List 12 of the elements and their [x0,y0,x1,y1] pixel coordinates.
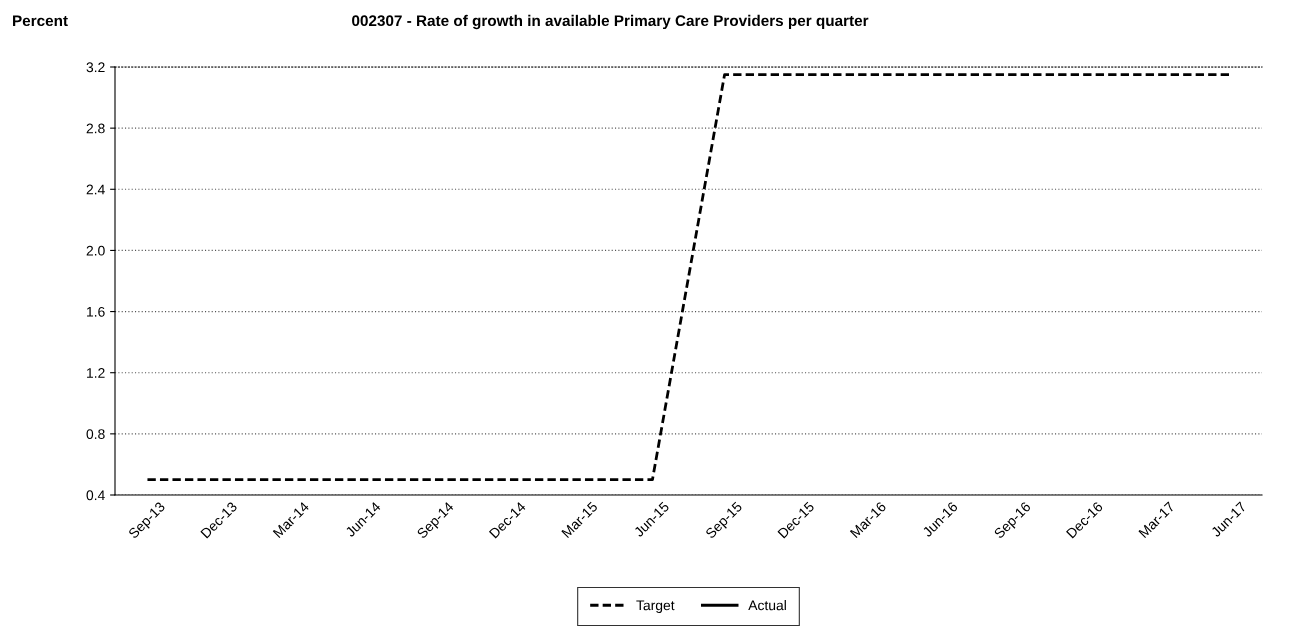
chart-title: 002307 - Rate of growth in available Primary Care Providers per quarter [352,14,869,30]
y-tick-label: 2.4 [86,184,105,195]
y-tick-label: 1.6 [87,306,105,317]
y-tick-label: 3.2 [86,62,105,73]
y-tick-label: 2.8 [86,123,105,134]
y-tick-label: 0.8 [86,429,105,440]
y-axis-title: Percent [13,15,68,27]
y-tick-label: 2.0 [86,245,105,256]
y-tick-label: 1.2 [87,368,105,378]
legend-label: Actual [748,600,786,611]
legend-label: Target [636,600,675,613]
y-tick-label: 0.4 [86,490,105,501]
